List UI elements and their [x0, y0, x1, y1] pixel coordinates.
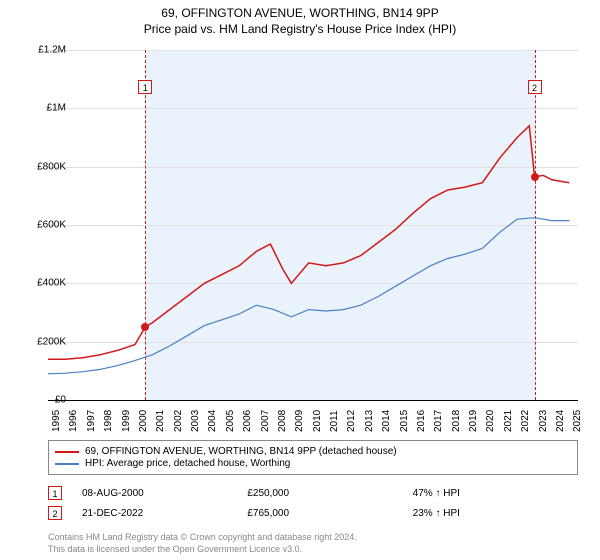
- x-axis-label: 2019: [468, 410, 479, 432]
- sale-row: 2 21-DEC-2022£765,00023% ↑ HPI: [48, 506, 578, 520]
- series-subject: [48, 126, 569, 359]
- sale-delta: 23% ↑ HPI: [413, 508, 578, 519]
- x-axis-label: 2013: [364, 410, 375, 432]
- x-axis-label: 2008: [277, 410, 288, 432]
- y-axis-label: £600K: [37, 220, 66, 231]
- x-axis-label: 2014: [381, 410, 392, 432]
- x-axis-label: 2009: [294, 410, 305, 432]
- x-axis-line: [48, 400, 578, 401]
- chart-lines: [48, 50, 578, 400]
- legend-swatch: [55, 451, 79, 453]
- x-axis-label: 2017: [433, 410, 444, 432]
- x-axis-label: 2005: [225, 410, 236, 432]
- x-axis-label: 2021: [503, 410, 514, 432]
- x-axis-label: 2010: [312, 410, 323, 432]
- x-axis-label: 2022: [520, 410, 531, 432]
- series-hpi: [48, 218, 569, 374]
- sale-row-marker: 1: [48, 486, 62, 500]
- x-axis-label: 1998: [103, 410, 114, 432]
- x-axis-label: 2015: [399, 410, 410, 432]
- chart-title: 69, OFFINGTON AVENUE, WORTHING, BN14 9PP: [0, 0, 600, 20]
- x-axis-label: 2000: [138, 410, 149, 432]
- footer-line-1: Contains HM Land Registry data © Crown c…: [48, 532, 578, 542]
- x-axis-label: 2020: [485, 410, 496, 432]
- sale-date: 21-DEC-2022: [82, 508, 247, 519]
- legend-label: 69, OFFINGTON AVENUE, WORTHING, BN14 9PP…: [85, 446, 397, 457]
- x-axis-label: 2011: [329, 410, 340, 432]
- x-axis-label: 2018: [451, 410, 462, 432]
- chart-plot-area: 12: [48, 50, 578, 400]
- y-axis-label: £400K: [37, 278, 66, 289]
- legend-item: 69, OFFINGTON AVENUE, WORTHING, BN14 9PP…: [55, 446, 571, 457]
- y-axis-label: £0: [55, 395, 66, 406]
- legend-swatch: [55, 463, 79, 465]
- x-axis-label: 1996: [68, 410, 79, 432]
- x-axis-label: 1999: [121, 410, 132, 432]
- x-axis-label: 1997: [86, 410, 97, 432]
- sale-row-marker: 2: [48, 506, 62, 520]
- y-axis-label: £1.2M: [38, 45, 66, 56]
- sale-delta: 47% ↑ HPI: [413, 488, 578, 499]
- chart-container: 69, OFFINGTON AVENUE, WORTHING, BN14 9PP…: [0, 0, 600, 560]
- sale-price: £250,000: [247, 488, 412, 499]
- y-axis-label: £200K: [37, 336, 66, 347]
- x-axis-label: 2012: [346, 410, 357, 432]
- x-axis-label: 2024: [555, 410, 566, 432]
- x-axis-label: 2007: [260, 410, 271, 432]
- legend: 69, OFFINGTON AVENUE, WORTHING, BN14 9PP…: [48, 440, 578, 475]
- x-axis-label: 2025: [572, 410, 583, 432]
- sale-price: £765,000: [247, 508, 412, 519]
- x-axis-label: 2002: [173, 410, 184, 432]
- sale-date: 08-AUG-2000: [82, 488, 247, 499]
- y-axis-label: £800K: [37, 161, 66, 172]
- chart-subtitle: Price paid vs. HM Land Registry's House …: [0, 20, 600, 36]
- x-axis-label: 2006: [242, 410, 253, 432]
- footer-line-2: This data is licensed under the Open Gov…: [48, 544, 578, 554]
- x-axis-label: 1995: [51, 410, 62, 432]
- x-axis-label: 2001: [155, 410, 166, 432]
- sale-row: 1 08-AUG-2000£250,00047% ↑ HPI: [48, 486, 578, 500]
- legend-label: HPI: Average price, detached house, Wort…: [85, 458, 290, 469]
- x-axis-label: 2016: [416, 410, 427, 432]
- x-axis-label: 2003: [190, 410, 201, 432]
- x-axis-label: 2004: [207, 410, 218, 432]
- y-axis-label: £1M: [47, 103, 66, 114]
- x-axis-label: 2023: [538, 410, 549, 432]
- legend-item: HPI: Average price, detached house, Wort…: [55, 458, 571, 469]
